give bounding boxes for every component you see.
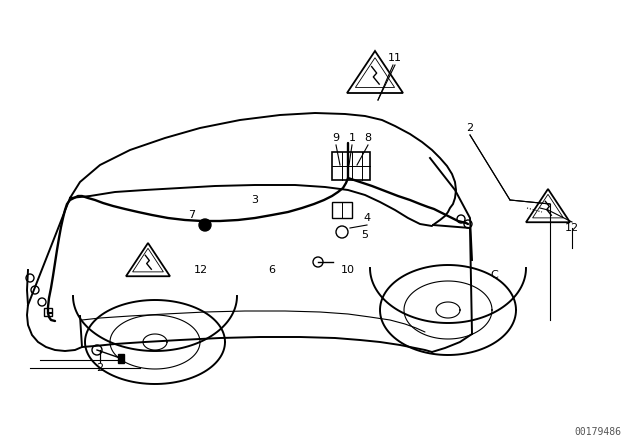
Bar — [44, 308, 52, 316]
Text: 4: 4 — [364, 213, 371, 223]
Circle shape — [464, 220, 472, 228]
Text: 6: 6 — [269, 265, 275, 275]
Text: 11: 11 — [388, 53, 402, 63]
Bar — [118, 354, 124, 363]
Text: 3: 3 — [252, 195, 259, 205]
Circle shape — [313, 257, 323, 267]
Circle shape — [336, 226, 348, 238]
Text: 00179486: 00179486 — [575, 427, 621, 437]
Text: C: C — [490, 270, 498, 280]
Circle shape — [199, 219, 211, 231]
Circle shape — [26, 274, 34, 282]
Text: 12: 12 — [565, 223, 579, 233]
Circle shape — [457, 215, 465, 223]
Text: 1: 1 — [349, 133, 355, 143]
Bar — [332, 152, 370, 180]
Circle shape — [31, 286, 39, 294]
Bar — [332, 202, 352, 218]
Text: 5: 5 — [362, 230, 369, 240]
Text: 12: 12 — [194, 265, 208, 275]
Text: 2: 2 — [97, 363, 104, 373]
Text: 2: 2 — [467, 123, 474, 133]
Circle shape — [38, 298, 46, 306]
Text: 10: 10 — [341, 265, 355, 275]
Text: 9: 9 — [332, 133, 340, 143]
Text: 7: 7 — [188, 210, 196, 220]
Circle shape — [92, 345, 102, 355]
Text: 8: 8 — [364, 133, 372, 143]
